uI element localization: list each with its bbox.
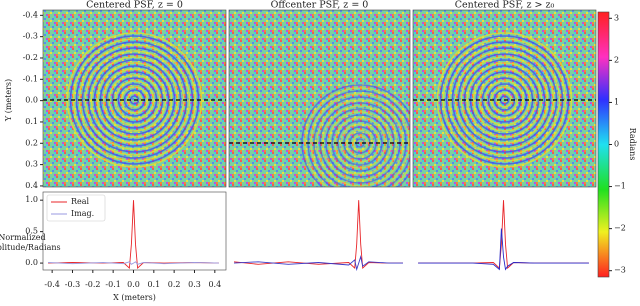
image-frame — [412, 9, 597, 188]
panel-title: Centered PSF, z > z₀ — [455, 0, 555, 11]
y-axis-label: Y (meters) — [4, 79, 13, 122]
y-tick-label: 0.4 — [25, 181, 38, 190]
series-line — [418, 228, 589, 271]
y-tick-label: 0.0 — [25, 258, 38, 267]
y-tick-label: 1.0 — [25, 195, 38, 204]
series-line — [48, 261, 219, 265]
phase-image — [413, 10, 596, 187]
colorbar-tick-label: −3 — [614, 266, 626, 275]
y-tick-label: -0.2 — [23, 53, 38, 62]
phase-ring — [310, 93, 410, 187]
y-tick-label: 0.1 — [25, 117, 38, 126]
colorbar-label: Radians — [628, 128, 637, 161]
y-tick-label: -0.1 — [23, 74, 38, 83]
x-tick-label: -0.2 — [85, 280, 100, 289]
legend-label: Real — [71, 197, 90, 206]
y-tick-label: 0.2 — [25, 138, 38, 147]
x-tick-label: 0.1 — [147, 280, 160, 289]
series-line — [48, 200, 219, 270]
x-axis-label: X (meters) — [113, 293, 156, 302]
image-frame — [228, 9, 411, 188]
y-axis-label: Normalized — [0, 233, 46, 242]
colorbar-tick-label: 2 — [614, 55, 619, 64]
y-tick-label: 0.5 — [25, 227, 38, 236]
legend-label: Imag. — [71, 209, 94, 218]
x-tick-label: 0.2 — [168, 280, 181, 289]
colorbar — [597, 11, 610, 278]
colorbar-tick-label: 1 — [614, 97, 619, 106]
x-tick-label: 0.3 — [188, 280, 201, 289]
colorbar-tick-label: −2 — [614, 224, 626, 233]
x-tick-label: -0.3 — [65, 280, 80, 289]
x-tick-label: 0.4 — [208, 280, 221, 289]
colorbar-tick-label: −1 — [614, 182, 626, 191]
y-tick-label: -0.3 — [23, 32, 38, 41]
series-line — [233, 255, 403, 272]
plot-frame — [42, 191, 227, 271]
y-tick-label: 0.3 — [25, 160, 38, 169]
series-line — [233, 200, 403, 270]
phase-ring — [352, 135, 368, 151]
y-tick-label: 0.0 — [25, 96, 38, 105]
panel-title: Offcenter PSF, z = 0 — [271, 0, 369, 11]
phase-image — [43, 10, 226, 187]
colorbar-tick-label: 0 — [614, 140, 619, 149]
panel-title: Centered PSF, z = 0 — [86, 0, 183, 11]
x-tick-label: 0.0 — [127, 280, 140, 289]
x-tick-label: -0.4 — [44, 280, 59, 289]
image-frame — [42, 9, 227, 188]
y-axis-label: Amplitude/Radians — [0, 243, 61, 252]
phase-image — [229, 10, 410, 187]
x-tick-label: -0.1 — [105, 280, 120, 289]
y-tick-label: -0.4 — [23, 10, 38, 19]
colorbar-tick-label: 3 — [614, 13, 619, 22]
phase-ring — [331, 114, 389, 172]
phase-ring — [304, 87, 410, 187]
